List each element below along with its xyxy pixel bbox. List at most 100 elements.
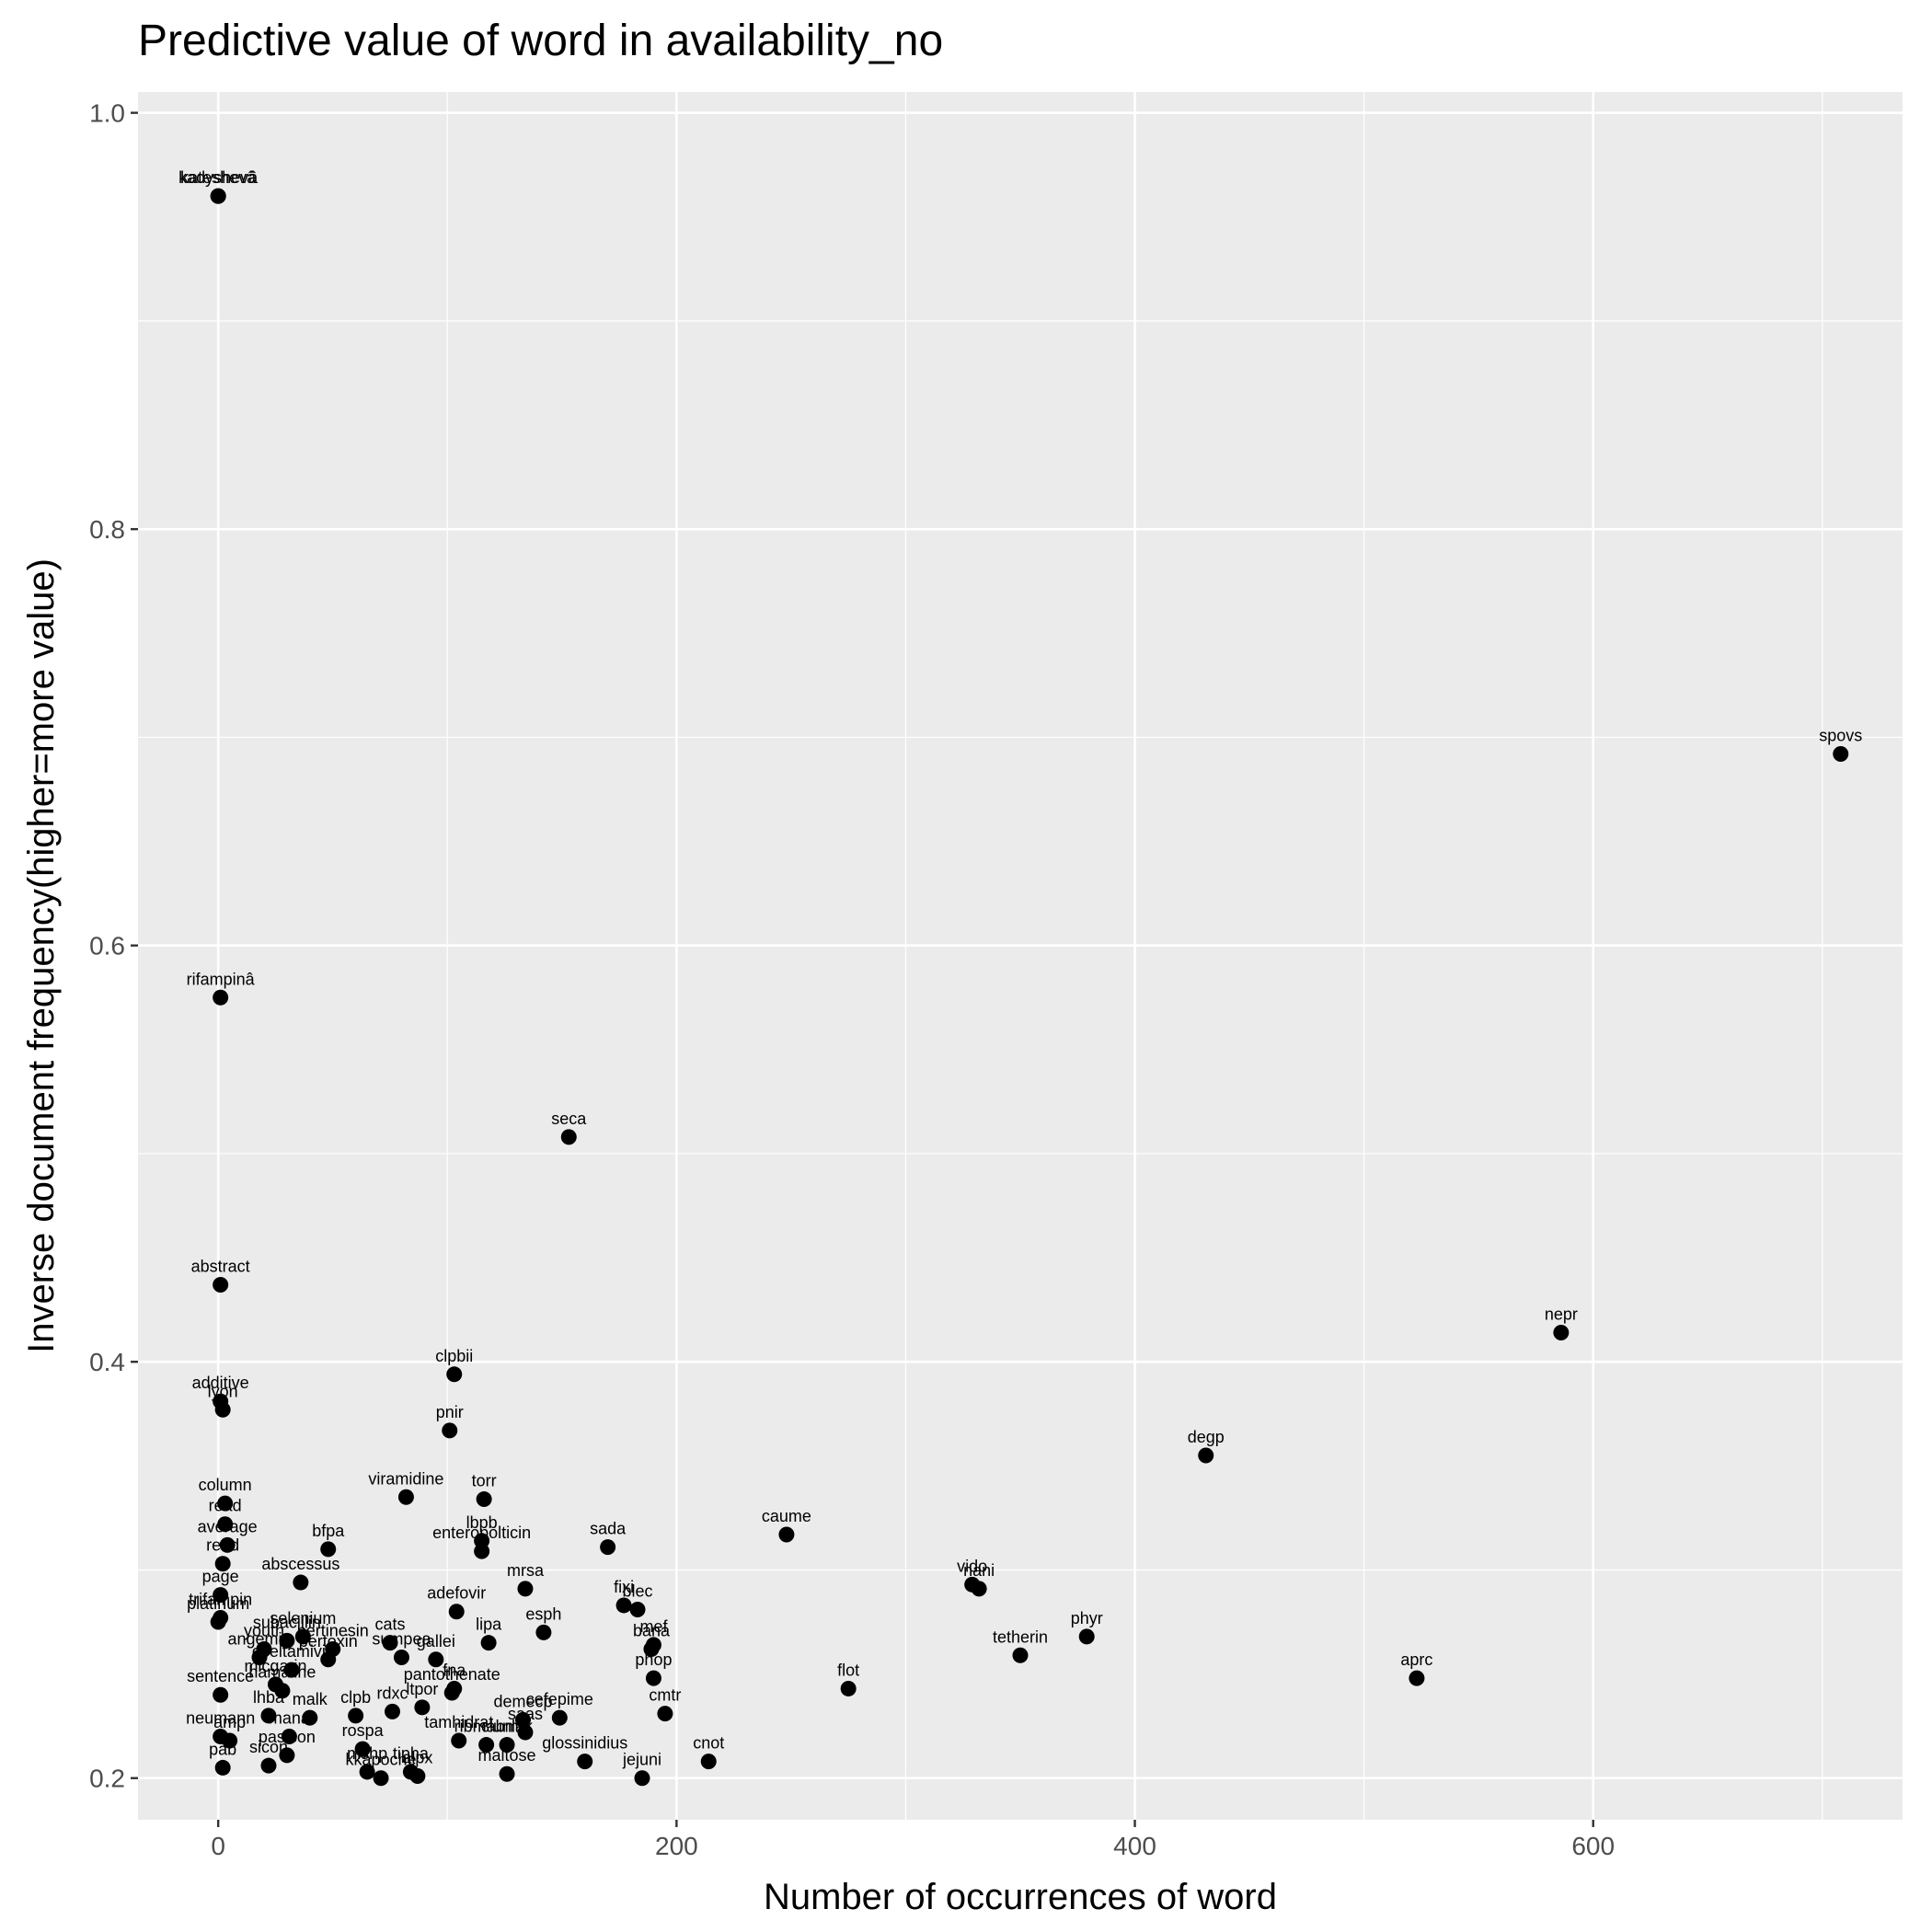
data-point-label: nepr (1545, 1305, 1578, 1324)
data-point-label: amp (213, 1713, 246, 1731)
data-point-label: tetherin (993, 1627, 1048, 1646)
data-point-label: mef (639, 1617, 668, 1636)
data-point-label: sumpea (372, 1630, 431, 1649)
data-point-label: pertinesin (297, 1621, 369, 1639)
data-point-label: abstract (191, 1257, 250, 1275)
data-point (442, 1422, 458, 1439)
y-axis-title: Inverse document frequency(higher=more v… (21, 558, 62, 1353)
data-point-label: lbpb (466, 1513, 498, 1532)
data-point (1553, 1325, 1570, 1341)
major-gridlines (138, 92, 1903, 1820)
data-point-label: spovs (1819, 727, 1862, 745)
data-point (217, 1495, 234, 1512)
data-point (645, 1670, 661, 1686)
data-point-label: ribmabm (454, 1718, 519, 1736)
data-point-label: enteropolticin (432, 1524, 531, 1542)
data-point (373, 1770, 389, 1787)
data-point (535, 1624, 552, 1640)
data-point (279, 1747, 295, 1764)
chart-title: Predictive value of word in availability… (138, 17, 943, 65)
data-point (354, 1741, 371, 1757)
axis-ticks (131, 111, 1594, 1827)
data-point (414, 1699, 431, 1716)
data-point-label: fixi (614, 1578, 634, 1596)
data-point-label: clpb (340, 1688, 371, 1707)
data-point-label: pasicon (259, 1728, 316, 1746)
data-point-label: esph (525, 1604, 561, 1623)
data-point (1198, 1447, 1214, 1464)
data-point (213, 1686, 229, 1703)
data-point (409, 1767, 426, 1784)
data-point-label: subacillin (253, 1613, 321, 1631)
x-tick-labels: 0 200 400 600 (211, 1832, 1615, 1860)
data-point-label: pantothenate (404, 1665, 500, 1684)
x-tick-label: 200 (655, 1832, 698, 1860)
data-point (615, 1597, 632, 1614)
data-point (320, 1541, 337, 1558)
data-point-label: maltose (478, 1746, 536, 1765)
data-point (213, 1587, 229, 1604)
data-point (499, 1737, 515, 1754)
data-point (217, 1516, 234, 1533)
data-point (428, 1651, 444, 1668)
data-point-label: hamaline (248, 1663, 316, 1682)
data-point-label: ltpor (406, 1680, 438, 1698)
data-point-label: youth (244, 1621, 284, 1639)
data-point-label: cefepime (526, 1690, 593, 1708)
data-point (448, 1604, 465, 1620)
data-point-label: nani (963, 1561, 995, 1580)
data-point (971, 1581, 987, 1597)
data-point-label: micgarin (244, 1657, 306, 1675)
data-point (476, 1491, 492, 1508)
data-point-label: vido (957, 1557, 987, 1575)
x-tick-label: 0 (211, 1832, 225, 1860)
data-point-label: saas (508, 1705, 543, 1723)
data-point-label: malk (293, 1690, 328, 1708)
data-point (1409, 1670, 1425, 1686)
data-point (210, 188, 226, 204)
data-point-label: mrsa (507, 1561, 545, 1580)
data-point (397, 1489, 414, 1505)
data-point (279, 1632, 295, 1649)
data-point-label: clpbii (435, 1347, 473, 1365)
x-tick-label: 600 (1571, 1832, 1615, 1860)
data-point (499, 1765, 515, 1782)
data-point (320, 1651, 337, 1668)
data-point (222, 1732, 238, 1749)
data-point (219, 1536, 236, 1553)
data-point-label: trifampin (189, 1591, 252, 1609)
data-point (657, 1706, 673, 1722)
data-point-label: selenium (270, 1609, 336, 1627)
data-point (480, 1635, 497, 1651)
data-point (281, 1728, 297, 1744)
data-point-label: tamhidrat (424, 1713, 493, 1731)
data-point (517, 1724, 534, 1741)
data-point-label: kadyshevâ (178, 168, 259, 187)
data-point-label: angemin (227, 1630, 291, 1649)
data-point (251, 1650, 268, 1666)
data-point (634, 1770, 650, 1787)
data-point (1833, 746, 1849, 763)
y-tick-label: 0.2 (89, 1765, 125, 1793)
data-point-label: cnot (693, 1734, 724, 1753)
data-point (214, 1556, 231, 1572)
data-point (384, 1703, 400, 1719)
data-point-label: neumann (186, 1708, 255, 1727)
data-point (517, 1581, 534, 1597)
data-point-label: gallei (417, 1632, 455, 1650)
data-point (474, 1543, 490, 1559)
data-point (840, 1680, 857, 1696)
data-point (294, 1628, 311, 1645)
data-point-label: phyr (1071, 1609, 1103, 1627)
data-point-label: cmtr (649, 1686, 681, 1705)
data-point-label: torr (472, 1472, 497, 1490)
y-tick-label: 0.6 (89, 932, 125, 960)
data-points (210, 188, 1849, 1787)
data-point (514, 1711, 531, 1728)
data-point (210, 1614, 226, 1630)
data-point-label: adefovir (427, 1584, 486, 1603)
data-point (551, 1709, 568, 1726)
plot-panel (138, 92, 1903, 1820)
data-point-label: pertoxin (299, 1632, 358, 1650)
y-tick-label: 0.8 (89, 515, 125, 544)
